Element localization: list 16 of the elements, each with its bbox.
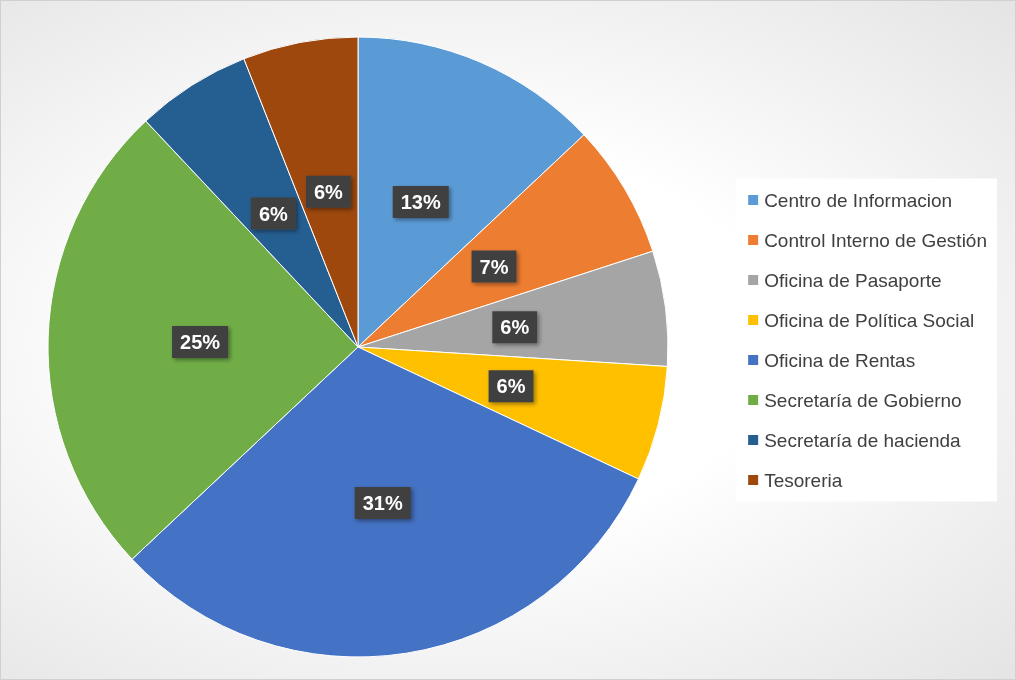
legend-label: Secretaría de Gobierno xyxy=(764,389,962,411)
data-label: 13% xyxy=(400,190,441,213)
legend-label: Oficina de Pasaporte xyxy=(764,269,942,291)
legend-label: Secretaría de hacienda xyxy=(764,429,962,451)
legend-label: Oficina de Rentas xyxy=(764,349,916,371)
data-label: 31% xyxy=(362,492,403,515)
data-label: 7% xyxy=(479,255,509,278)
legend-label: Centro de Informacion xyxy=(764,189,953,211)
data-label: 6% xyxy=(258,202,289,225)
legend-label: Tesoreria xyxy=(764,469,843,491)
data-label: 25% xyxy=(180,331,221,354)
legend-label: Oficina de Política Social xyxy=(764,309,975,331)
data-label: 6% xyxy=(500,316,530,339)
legend-label: Control Interno de Gestión xyxy=(764,229,988,251)
data-label: 6% xyxy=(496,375,526,398)
data-label: 6% xyxy=(313,180,344,203)
